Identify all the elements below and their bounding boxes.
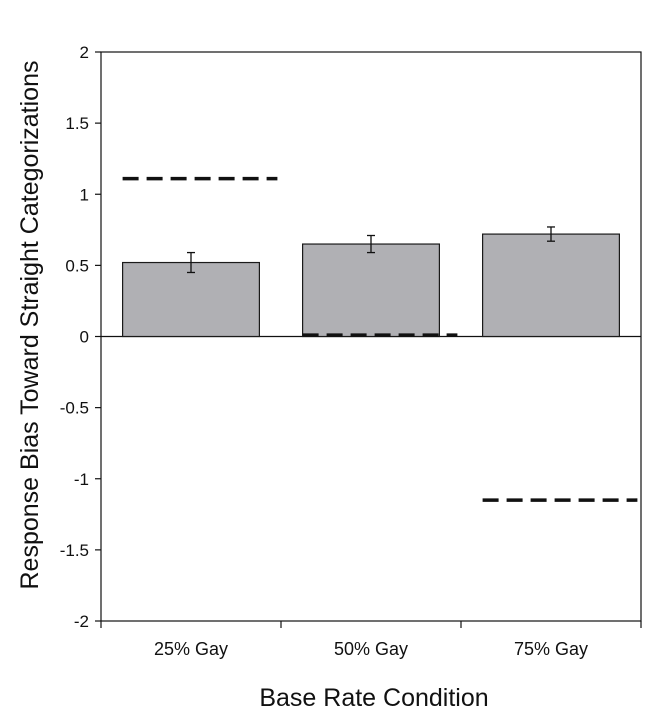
x-axis-ticks: 25% Gay 50% Gay 75% Gay [100,621,642,659]
y-tick-label: -2 [74,612,89,631]
x-tick-label: 25% Gay [154,639,228,659]
error-bars-layer [187,226,555,274]
error-bar [367,234,375,254]
y-tick-label: -1 [74,470,89,489]
bar [482,233,621,338]
x-axis-title: Base Rate Condition [259,684,488,710]
x-tick-label: 50% Gay [334,639,408,659]
y-axis-title: Response Bias Toward Straight Categoriza… [16,61,44,590]
bar [121,261,261,338]
y-tick-label: 1.5 [65,114,89,133]
reference-lines-layer [122,176,638,502]
y-tick-label: -0.5 [60,399,89,418]
y-tick-label: -1.5 [60,541,89,560]
error-bar [187,251,195,274]
bars-layer [121,233,621,338]
y-tick-label: 2 [80,43,89,62]
y-tick-label: 0.5 [65,256,89,275]
y-axis-ticks: 2 1.5 1 0.5 0 -0.5 -1 -1.5 -2 [60,43,101,631]
error-bar [547,226,555,242]
y-tick-label: 1 [80,185,89,204]
x-tick-label: 75% Gay [514,639,588,659]
bar [302,243,441,338]
y-tick-label: 0 [80,328,89,347]
